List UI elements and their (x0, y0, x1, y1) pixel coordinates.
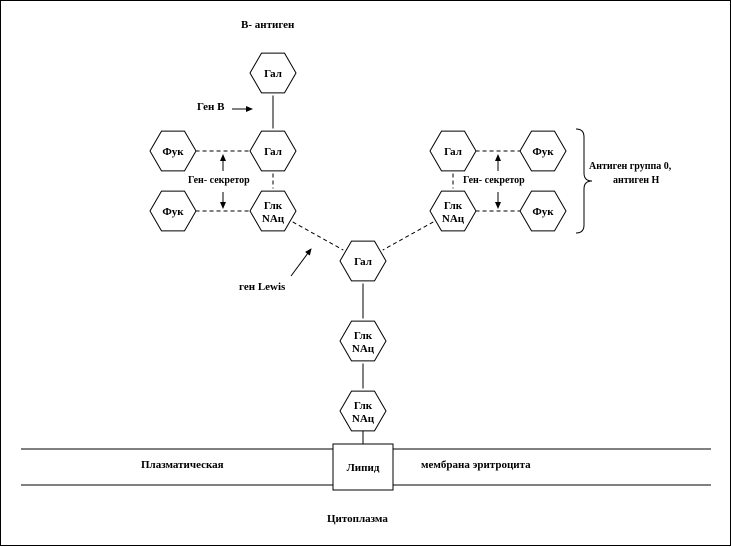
svg-text:NАц: NАц (442, 213, 465, 225)
title-b-antigen: В- антиген (241, 19, 294, 31)
svg-text:Глк: Глк (444, 200, 463, 212)
svg-text:NАц: NАц (262, 213, 285, 225)
label-antigen-o-line2: антиген Н (613, 175, 659, 186)
svg-text:Фук: Фук (532, 146, 554, 158)
label-plasma: Плазматическая (141, 459, 224, 471)
svg-text:Гал: Гал (354, 256, 372, 268)
svg-text:Фук: Фук (532, 206, 554, 218)
svg-text:Глк: Глк (354, 330, 373, 342)
svg-text:Фук: Фук (162, 206, 184, 218)
svg-text:Гал: Гал (264, 146, 282, 158)
label-gene-secretor-right: Ген- секретор (463, 175, 525, 186)
svg-text:Глк: Глк (354, 400, 373, 412)
svg-text:Гал: Гал (264, 68, 282, 80)
diagram-svg: Липид ГалГалФукФукГлкNАцГалФукГлкNАцФукГ… (1, 1, 731, 547)
svg-text:Фук: Фук (162, 146, 184, 158)
diagram-frame: Липид ГалГалФукФукГлкNАцГалФукГлкNАцФукГ… (0, 0, 731, 546)
label-gene-b: Ген В (197, 101, 224, 113)
label-antigen-o-line1: Антиген группа 0, (589, 161, 671, 172)
svg-text:Гал: Гал (444, 146, 462, 158)
label-membrane: мембрана эритроцита (421, 459, 531, 471)
svg-text:NАц: NАц (352, 343, 375, 355)
svg-text:Липид: Липид (347, 462, 380, 474)
svg-text:Глк: Глк (264, 200, 283, 212)
label-gene-secretor-left: Ген- секретор (188, 175, 250, 186)
svg-text:NАц: NАц (352, 413, 375, 425)
label-cytoplasm: Цитоплазма (327, 513, 388, 525)
label-gen-lewis: ген Lewis (239, 281, 285, 293)
